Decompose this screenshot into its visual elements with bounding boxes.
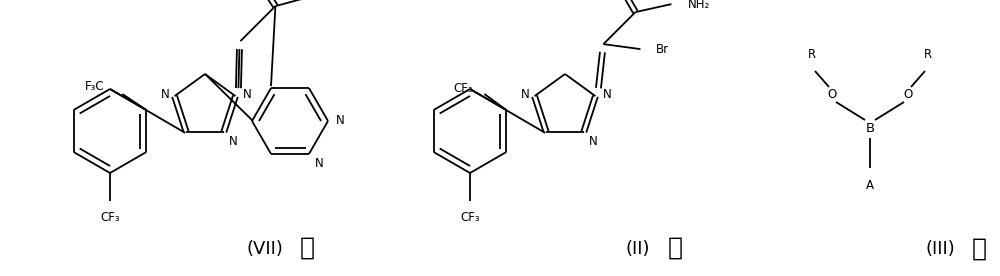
Text: N: N — [602, 87, 611, 101]
Text: N: N — [229, 135, 238, 148]
Text: B: B — [865, 121, 875, 134]
Text: 。: 。 — [972, 237, 987, 261]
Text: F₃C: F₃C — [85, 81, 104, 94]
Text: CF₃: CF₃ — [454, 81, 473, 94]
Text: N: N — [589, 135, 598, 148]
Text: 、: 、 — [300, 236, 315, 260]
Text: N: N — [315, 157, 324, 170]
Text: A: A — [866, 179, 874, 192]
Text: N: N — [161, 87, 170, 101]
Text: O: O — [827, 89, 837, 102]
Text: (III): (III) — [925, 240, 955, 258]
Text: CF₃: CF₃ — [100, 211, 120, 224]
Text: (VII): (VII) — [247, 240, 283, 258]
Text: CF₃: CF₃ — [460, 211, 480, 224]
Text: N: N — [521, 87, 530, 101]
Text: O: O — [903, 89, 913, 102]
Text: Br: Br — [655, 43, 669, 55]
Text: (II): (II) — [626, 240, 650, 258]
Text: NH₂: NH₂ — [687, 0, 710, 10]
Text: N: N — [336, 115, 345, 128]
Text: N: N — [242, 87, 251, 101]
Text: NH₂: NH₂ — [329, 0, 352, 2]
Text: R: R — [924, 48, 932, 61]
Text: 、: 、 — [668, 236, 683, 260]
Text: R: R — [808, 48, 816, 61]
